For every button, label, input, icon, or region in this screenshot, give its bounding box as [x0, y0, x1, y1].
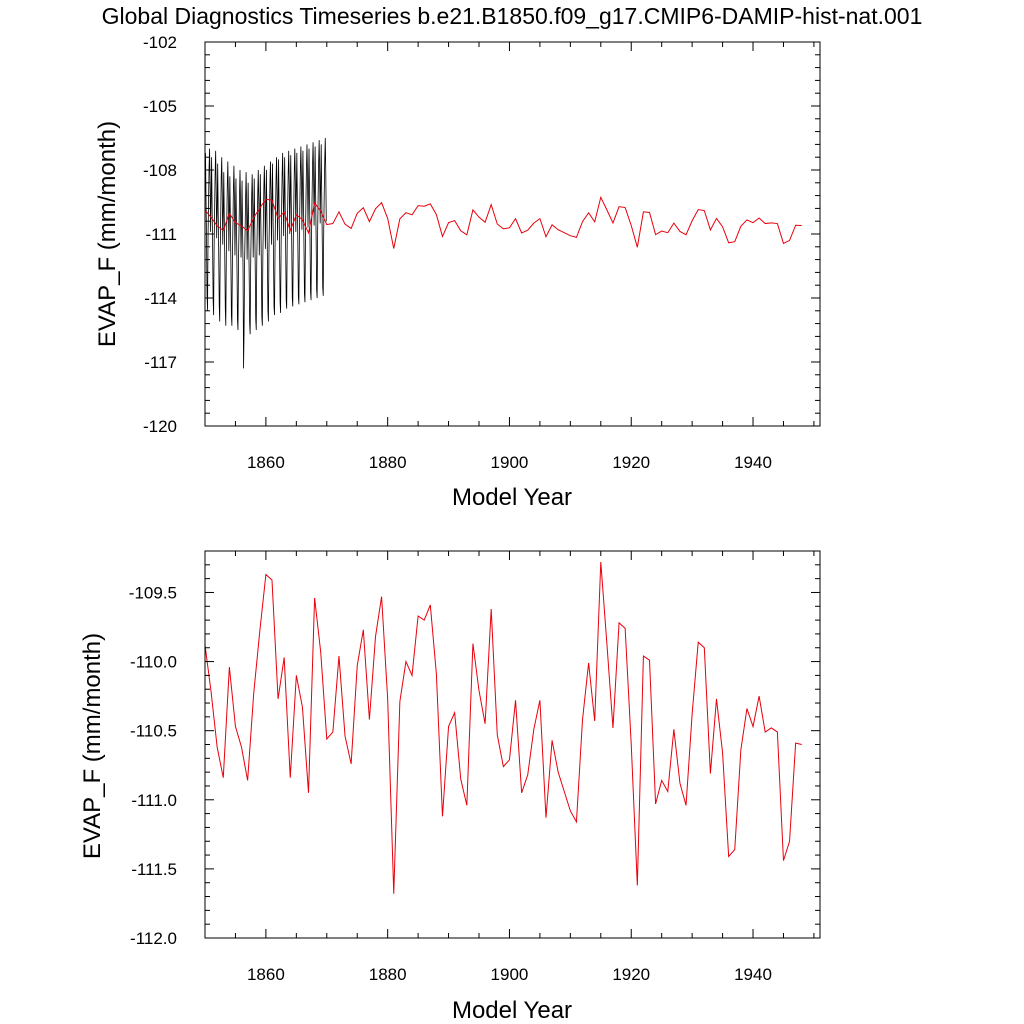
x-tick-label: 1860: [247, 453, 285, 472]
y-tick-label: -105: [143, 97, 177, 116]
monthly-series-line: [204, 137, 327, 369]
x-tick-label: 1900: [491, 453, 529, 472]
y-tick-label: -112.0: [130, 929, 177, 948]
x-tick-label: 1940: [734, 453, 772, 472]
plot-frame: [204, 550, 821, 939]
x-tick-label: 1860: [247, 965, 285, 984]
y-tick-label: -108: [143, 161, 177, 180]
x-tick-label: 1920: [612, 965, 650, 984]
x-tick-label: 1880: [369, 965, 407, 984]
bottom-annual-panel: Model Year EVAP_F (mm/month) 1860 1880 190…: [79, 550, 821, 1024]
y-tick-label: -111.5: [131, 860, 177, 879]
y-tick-label: -117: [144, 353, 177, 372]
x-axis-label: Model Year: [452, 484, 572, 511]
y-tick-label: -114: [144, 289, 177, 308]
x-tick-label: 1940: [734, 965, 772, 984]
plot-frame: [204, 41, 821, 427]
y-tick-label: -111.0: [131, 791, 177, 810]
y-axis-label: EVAP_F (mm/month): [79, 633, 106, 859]
y-tick-label: -120: [143, 417, 177, 436]
y-tick-label: -110.0: [130, 653, 177, 672]
chart-title: Global Diagnostics Timeseries b.e21.B185…: [102, 3, 923, 29]
top-timeseries-panel: Model Year EVAP_F (mm/month) 1860 1880 190…: [94, 33, 821, 511]
x-axis-label: Model Year: [452, 997, 572, 1024]
y-tick-label: -102: [143, 33, 177, 52]
x-tick-label: 1880: [369, 453, 407, 472]
annual-series-line: [204, 562, 802, 894]
y-axis-label: EVAP_F (mm/month): [94, 121, 121, 347]
y-tick-label: -110.5: [130, 722, 177, 741]
annual-series-line: [204, 195, 802, 249]
x-tick-label: 1900: [491, 965, 529, 984]
y-tick-label: -111: [145, 225, 177, 244]
x-tick-label: 1920: [612, 453, 650, 472]
y-tick-label: -109.5: [129, 583, 177, 602]
